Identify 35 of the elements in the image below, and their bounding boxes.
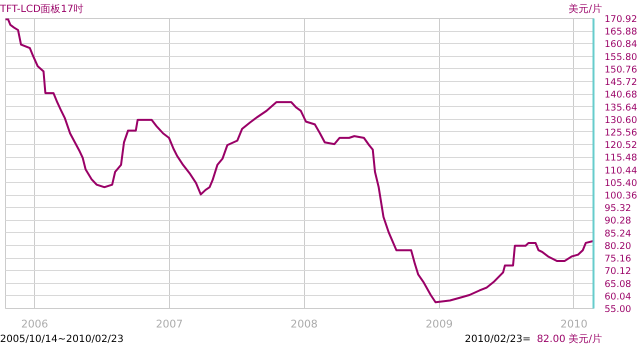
y-tick-label: 100.36 bbox=[604, 190, 638, 202]
line-series bbox=[6, 18, 594, 304]
y-tick-label: 90.28 bbox=[604, 216, 632, 227]
y-tick-label: 145.72 bbox=[604, 77, 638, 88]
y-tick-label: 125.56 bbox=[604, 127, 638, 138]
y-tick-label: 60.04 bbox=[604, 291, 632, 302]
y-tick-label: 130.60 bbox=[604, 114, 638, 126]
y-tick-label: 155.80 bbox=[604, 52, 638, 63]
x-tick-label: 2008 bbox=[290, 318, 318, 330]
x-tick-label: 2009 bbox=[426, 318, 453, 330]
y-tick-label: 95.32 bbox=[604, 203, 632, 214]
x-tick-label: 2007 bbox=[156, 318, 183, 330]
y-tick-label: 120.52 bbox=[604, 140, 638, 152]
y-tick-label: 170.92 bbox=[604, 14, 638, 25]
y-tick-label: 85.24 bbox=[604, 228, 632, 240]
y-tick-label: 140.68 bbox=[604, 90, 638, 101]
y-tick-label: 80.20 bbox=[604, 240, 632, 252]
y-tick-label: 55.00 bbox=[604, 304, 632, 315]
y-tick-label: 150.76 bbox=[604, 64, 638, 76]
y-tick-label: 160.84 bbox=[604, 39, 638, 50]
y-tick-label: 110.44 bbox=[604, 165, 638, 176]
y-tick-label: 105.40 bbox=[604, 178, 638, 189]
y-tick-label: 75.16 bbox=[604, 254, 632, 265]
text: 2010/02/23= bbox=[464, 334, 531, 345]
text: 82.00 美元/片 bbox=[536, 334, 602, 345]
chart-title: TFT-LCD面板17吋 bbox=[0, 3, 84, 17]
y-tick-label: 115.48 bbox=[604, 152, 638, 164]
x-tick-label: 2006 bbox=[21, 318, 48, 330]
y-axis-title: 美元/片 bbox=[568, 3, 602, 17]
text: 2005/10/14~2010/02/23 bbox=[0, 333, 124, 347]
y-tick-label: 135.64 bbox=[604, 102, 638, 114]
y-tick-label: 65.08 bbox=[604, 278, 632, 290]
y-tick-label: 165.88 bbox=[604, 26, 638, 38]
y-tick-label: 70.12 bbox=[604, 266, 632, 278]
x-tick-label: 2010 bbox=[560, 318, 588, 330]
